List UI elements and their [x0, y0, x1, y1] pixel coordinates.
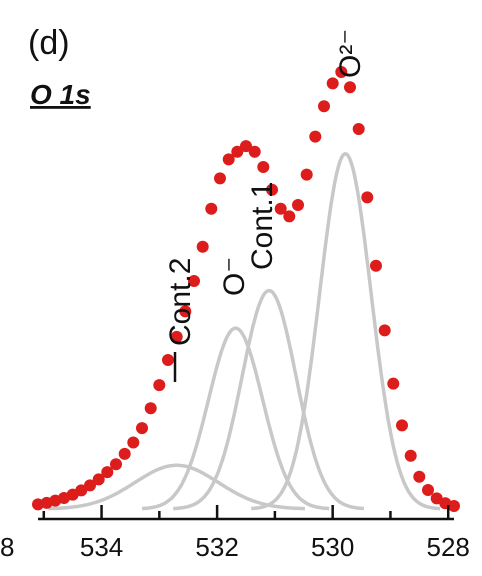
annotation-o-2minus: O²⁻ — [334, 29, 367, 78]
data-point — [387, 377, 400, 390]
data-point — [292, 199, 304, 211]
data-point — [370, 259, 382, 272]
x-tick-label: 534 — [80, 532, 123, 562]
annotation-o-minus: O⁻ — [218, 257, 251, 296]
data-point — [344, 81, 356, 94]
component-peak-curve — [48, 463, 305, 511]
data-point — [205, 202, 218, 215]
component-peak-curve — [141, 326, 330, 511]
data-point — [413, 470, 426, 483]
annotation-cont2: Cont.2 — [164, 258, 197, 346]
data-point — [231, 145, 244, 158]
region-label: O 1s — [30, 79, 91, 110]
data-point — [422, 484, 434, 496]
component-peak-curve — [173, 288, 364, 511]
corner-tick-fragment: 8 — [0, 532, 14, 562]
data-point — [309, 130, 322, 143]
data-point — [92, 473, 105, 486]
data-point — [110, 458, 122, 471]
data-point — [257, 161, 270, 173]
data-point — [248, 145, 261, 158]
data-point — [214, 172, 226, 185]
data-point — [84, 479, 96, 492]
data-point — [188, 275, 200, 287]
data-point — [170, 330, 183, 343]
data-point — [335, 66, 348, 78]
data-point — [222, 153, 235, 166]
data-point — [361, 191, 374, 204]
x-axis-ticks: 534 532 530 528 — [42, 505, 470, 562]
x-tick-label: 528 — [427, 532, 470, 562]
data-point — [153, 379, 166, 392]
x-tick-label: 530 — [311, 532, 354, 562]
data-point — [240, 140, 252, 153]
data-point — [118, 447, 131, 460]
component-peak-curve — [250, 151, 441, 511]
data-point — [127, 436, 140, 449]
component-peaks — [48, 151, 441, 511]
x-tick-label: 532 — [195, 532, 238, 562]
data-point — [378, 324, 391, 337]
data-point — [396, 419, 408, 432]
panel-label: (d) — [28, 24, 70, 62]
annotation-cont1: Cont.1 — [246, 182, 279, 270]
data-point — [283, 210, 296, 223]
data-point — [136, 422, 148, 435]
data-point — [266, 183, 278, 196]
data-point — [274, 202, 287, 215]
data-point — [196, 240, 209, 253]
data-point — [404, 449, 417, 462]
data-point — [101, 466, 114, 479]
data-point — [448, 500, 460, 512]
data-point — [352, 123, 365, 135]
data-point — [326, 77, 339, 90]
data-point — [179, 305, 192, 318]
data-point — [144, 402, 157, 415]
data-point — [300, 168, 313, 181]
data-point — [75, 484, 88, 497]
data-point — [162, 354, 174, 366]
data-point — [318, 100, 330, 113]
data-series — [32, 66, 460, 512]
